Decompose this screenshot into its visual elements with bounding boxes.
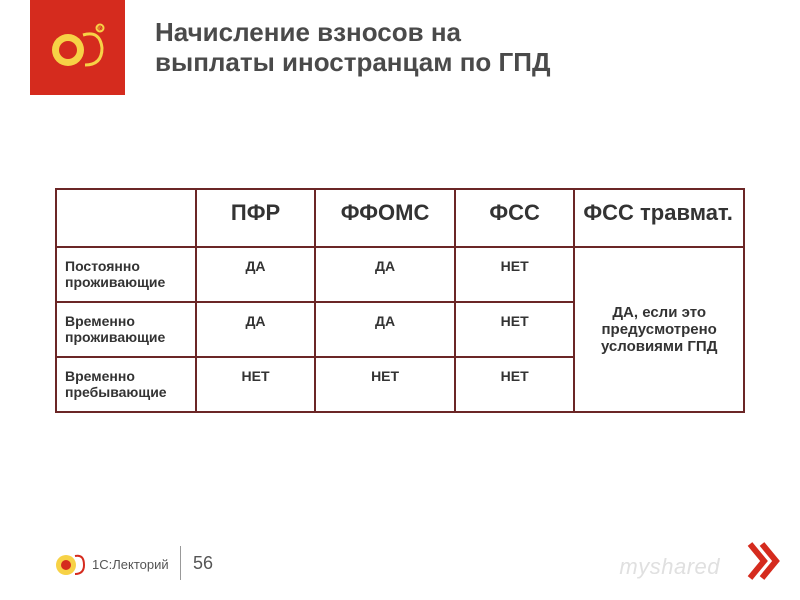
page-number: 56 <box>193 553 213 574</box>
row-label: Постоянно проживающие <box>56 247 196 302</box>
table-header-empty <box>56 189 196 247</box>
table-header-row: ПФР ФФОМС ФСС ФСС травмат. <box>56 189 744 247</box>
table-header-fss: ФСС <box>455 189 574 247</box>
cell-value: ДА <box>315 302 455 357</box>
table-row: Постоянно проживающие ДА ДА НЕТ ДА, если… <box>56 247 744 302</box>
cell-value: НЕТ <box>455 247 574 302</box>
cell-value: ДА <box>196 247 315 302</box>
table-header-pfr: ПФР <box>196 189 315 247</box>
cell-value: НЕТ <box>455 302 574 357</box>
brand-logo-box: ® <box>30 0 125 95</box>
row-label: Временно пребывающие <box>56 357 196 412</box>
cell-value: ДА <box>315 247 455 302</box>
cell-value: НЕТ <box>196 357 315 412</box>
table-header-fss-travmat: ФСС травмат. <box>574 189 744 247</box>
next-chevron-icon <box>746 540 782 582</box>
brand-logo-icon: ® <box>50 20 105 75</box>
title-line2: выплаты иностранцам по ГПД <box>155 47 550 77</box>
row-label: Временно проживающие <box>56 302 196 357</box>
footer-divider <box>180 546 181 580</box>
cell-value: ДА <box>196 302 315 357</box>
merged-cell-fss-travmat: ДА, если это предусмотрено условиями ГПД <box>574 247 744 412</box>
page-title: Начисление взносов на выплаты иностранца… <box>155 18 550 78</box>
title-line1: Начисление взносов на <box>155 17 461 47</box>
footer-logo-icon <box>55 548 85 578</box>
footer-brand-text: 1С:Лекторий <box>92 557 169 572</box>
watermark-text: myshared <box>619 554 720 580</box>
contributions-table: ПФР ФФОМС ФСС ФСС травмат. Постоянно про… <box>55 188 745 413</box>
cell-value: НЕТ <box>455 357 574 412</box>
svg-text:®: ® <box>97 26 102 33</box>
cell-value: НЕТ <box>315 357 455 412</box>
table-header-ffoms: ФФОМС <box>315 189 455 247</box>
